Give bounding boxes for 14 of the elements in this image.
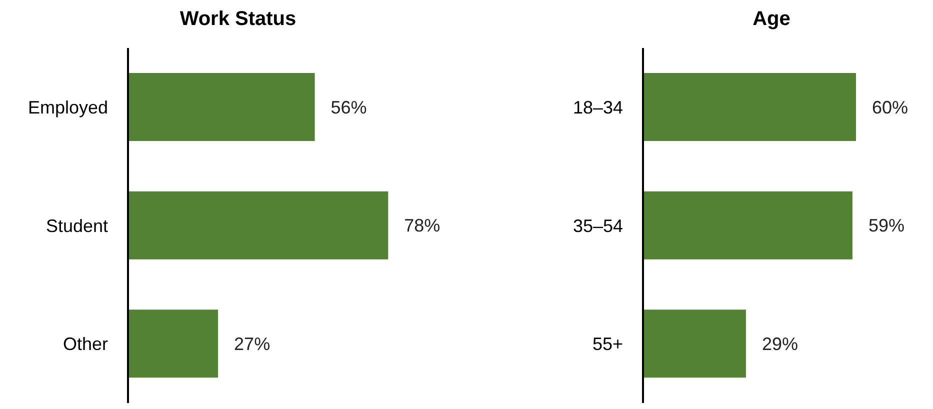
y-tick-label: 35–54	[572, 216, 623, 236]
data-label: 78%	[404, 216, 440, 236]
data-label: 27%	[234, 334, 270, 354]
y-tick-label: 18–34	[572, 98, 623, 118]
y-tick-label: 55+	[592, 334, 623, 354]
data-label: 59%	[868, 216, 904, 236]
chart-title: Age	[752, 8, 792, 32]
y-tick-label: Student	[46, 216, 108, 236]
y-tick-label: Other	[62, 334, 108, 354]
y-tick-label: Employed	[28, 98, 108, 118]
data-label: 60%	[872, 97, 908, 118]
data-label: 29%	[762, 334, 798, 354]
data-label: 56%	[330, 97, 367, 118]
chart-title: Work Status	[178, 8, 298, 32]
